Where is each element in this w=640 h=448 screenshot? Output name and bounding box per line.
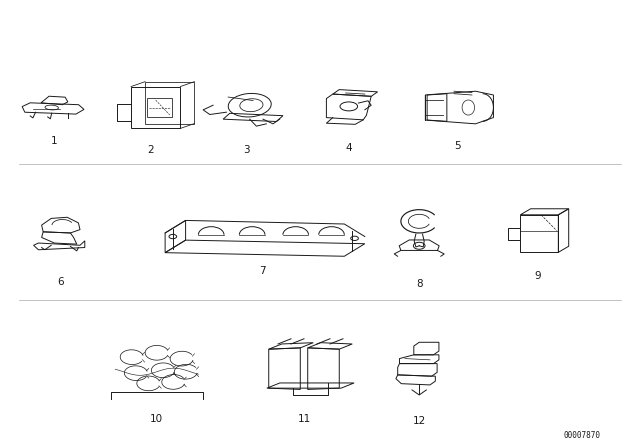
Polygon shape — [147, 98, 172, 117]
Text: 11: 11 — [298, 414, 310, 424]
Text: 12: 12 — [413, 416, 426, 426]
Text: 8: 8 — [416, 280, 422, 289]
Text: 5: 5 — [454, 141, 461, 151]
Text: 4: 4 — [346, 143, 352, 153]
Text: 10: 10 — [150, 414, 163, 424]
Text: 1: 1 — [51, 136, 58, 146]
Text: 00007870: 00007870 — [564, 431, 601, 440]
Text: 2: 2 — [147, 145, 154, 155]
Text: 3: 3 — [243, 145, 250, 155]
Text: 7: 7 — [259, 266, 266, 276]
Text: 6: 6 — [58, 277, 64, 287]
Text: 9: 9 — [534, 271, 541, 280]
